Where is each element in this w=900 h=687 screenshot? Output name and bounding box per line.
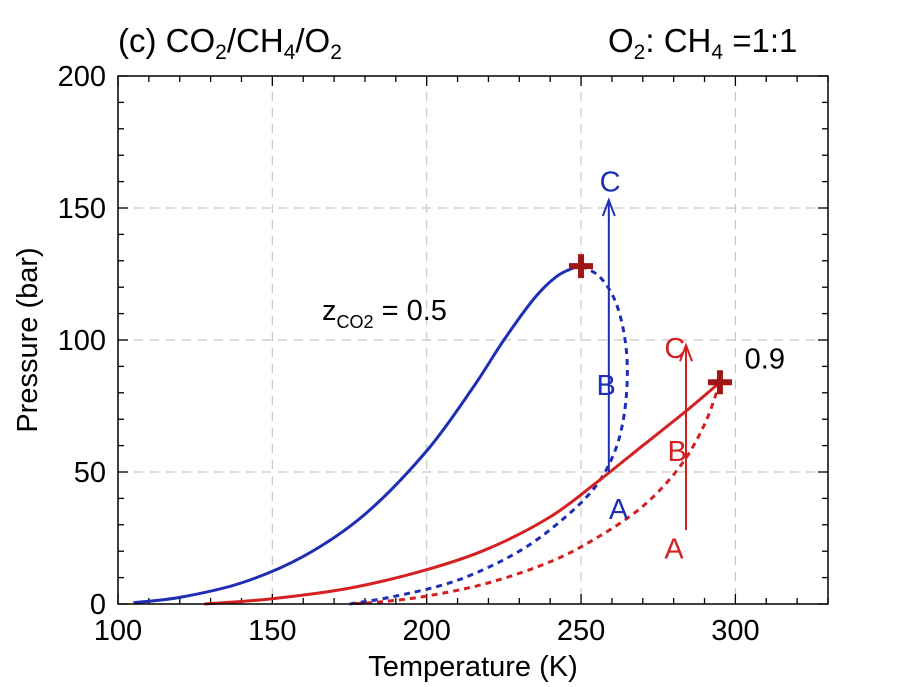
series-line [349, 381, 722, 606]
x-tick-label: 250 [557, 615, 605, 647]
axis-ticks: 100 150 200 250 300 0 50 100 150 200 [58, 61, 829, 647]
plot-frame [117, 75, 829, 605]
arrow-head-icon [601, 197, 616, 217]
z-label: zCO2 = 0.5 [322, 295, 447, 332]
y-tick-label: 150 [58, 193, 106, 225]
x-tick-label: 150 [248, 615, 296, 647]
annotation-label: B [596, 370, 615, 402]
y-tick-label: 50 [74, 457, 106, 489]
curves [133, 264, 722, 606]
critical-point-marker [707, 370, 732, 395]
series-line [133, 264, 582, 605]
critical-point-marker [569, 254, 594, 279]
y-tick-label: 200 [58, 61, 106, 93]
annotation-label: C [600, 167, 621, 199]
x-tick-label: 200 [403, 615, 451, 647]
annotation-label: A [664, 534, 684, 566]
annotation-label: 0.9 [745, 343, 785, 375]
critical-points [569, 254, 732, 395]
annotation-label: A [609, 494, 629, 526]
ratio-title: O2: CH4 =1:1 [608, 22, 798, 64]
arrow-head-icon [679, 342, 693, 362]
grid [118, 76, 828, 604]
panel-title: (c) CO2/CH4/O2 [118, 22, 342, 64]
annotation-label: B [667, 436, 686, 468]
y-tick-label: 100 [58, 325, 106, 357]
y-tick-label: 0 [90, 589, 106, 621]
x-tick-label: 100 [94, 615, 142, 647]
annotations: C B A C B A 0.9 [596, 167, 785, 566]
x-tick-label: 300 [711, 615, 759, 647]
series-line [349, 264, 629, 606]
process-paths [601, 197, 693, 531]
annotation-label: C [664, 333, 685, 365]
x-axis-label: Temperature (K) [368, 651, 578, 683]
y-axis-label: Pressure (bar) [12, 247, 44, 432]
series-line [204, 381, 721, 606]
